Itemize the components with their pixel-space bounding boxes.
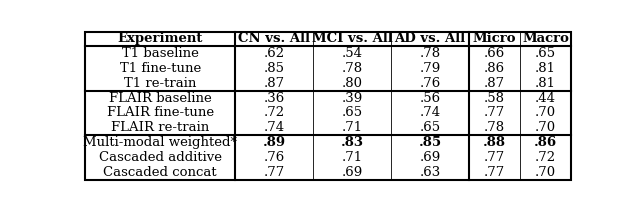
Text: .87: .87 [484, 77, 505, 90]
Text: .83: .83 [340, 136, 364, 149]
Text: .85: .85 [264, 62, 285, 75]
Text: .39: .39 [342, 92, 363, 105]
Text: .85: .85 [419, 136, 442, 149]
Text: .77: .77 [484, 166, 505, 179]
Text: .36: .36 [264, 92, 285, 105]
Text: .87: .87 [264, 77, 285, 90]
Text: T1 re-train: T1 re-train [124, 77, 196, 90]
Text: Multi-modal weighted*: Multi-modal weighted* [83, 136, 237, 149]
Text: .72: .72 [535, 151, 556, 164]
Text: .78: .78 [484, 121, 505, 134]
Text: T1 baseline: T1 baseline [122, 47, 198, 60]
Text: .79: .79 [419, 62, 441, 75]
Text: .88: .88 [483, 136, 506, 149]
Text: .77: .77 [484, 106, 505, 120]
Text: MCI vs. All: MCI vs. All [312, 32, 392, 45]
Text: .76: .76 [264, 151, 285, 164]
Text: .86: .86 [534, 136, 557, 149]
Text: .70: .70 [535, 166, 556, 179]
Text: .56: .56 [419, 92, 440, 105]
Text: .81: .81 [535, 62, 556, 75]
Text: T1 fine-tune: T1 fine-tune [120, 62, 201, 75]
Text: .89: .89 [263, 136, 286, 149]
Text: .54: .54 [342, 47, 363, 60]
Text: .78: .78 [342, 62, 363, 75]
Text: .62: .62 [264, 47, 285, 60]
Text: Cascaded additive: Cascaded additive [99, 151, 221, 164]
Text: .65: .65 [419, 121, 440, 134]
Text: .77: .77 [484, 151, 505, 164]
Text: .74: .74 [264, 121, 285, 134]
Text: Experiment: Experiment [118, 32, 203, 45]
Text: Micro: Micro [473, 32, 516, 45]
Text: .65: .65 [342, 106, 363, 120]
Text: .76: .76 [419, 77, 441, 90]
Text: .63: .63 [419, 166, 441, 179]
Text: AD vs. All: AD vs. All [394, 32, 466, 45]
Text: .74: .74 [419, 106, 440, 120]
Text: Macro: Macro [522, 32, 569, 45]
Text: .86: .86 [484, 62, 505, 75]
Text: CN vs. All: CN vs. All [238, 32, 310, 45]
Text: .70: .70 [535, 106, 556, 120]
Text: .71: .71 [342, 151, 363, 164]
Text: .77: .77 [264, 166, 285, 179]
Text: .65: .65 [535, 47, 556, 60]
Text: .69: .69 [342, 166, 363, 179]
Text: .66: .66 [484, 47, 505, 60]
Text: .78: .78 [419, 47, 440, 60]
Text: .81: .81 [535, 77, 556, 90]
Text: Cascaded concat: Cascaded concat [103, 166, 217, 179]
Text: FLAIR re-train: FLAIR re-train [111, 121, 209, 134]
Text: .70: .70 [535, 121, 556, 134]
Text: .44: .44 [535, 92, 556, 105]
Text: .69: .69 [419, 151, 441, 164]
Text: FLAIR fine-tune: FLAIR fine-tune [107, 106, 214, 120]
Text: FLAIR baseline: FLAIR baseline [109, 92, 212, 105]
Text: .80: .80 [342, 77, 363, 90]
Text: .71: .71 [342, 121, 363, 134]
Text: .72: .72 [264, 106, 285, 120]
Text: .58: .58 [484, 92, 505, 105]
